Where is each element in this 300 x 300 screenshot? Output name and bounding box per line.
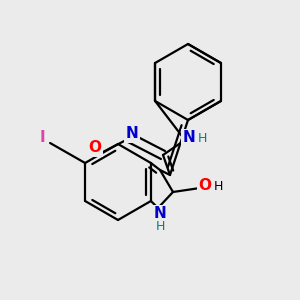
- Text: O: O: [199, 178, 212, 194]
- Text: N: N: [126, 127, 138, 142]
- Text: N: N: [183, 130, 195, 146]
- Text: H: H: [213, 179, 223, 193]
- Text: O: O: [88, 140, 101, 155]
- Text: H: H: [155, 220, 165, 233]
- Text: N: N: [154, 206, 166, 221]
- Text: I: I: [39, 130, 45, 145]
- Text: H: H: [197, 131, 207, 145]
